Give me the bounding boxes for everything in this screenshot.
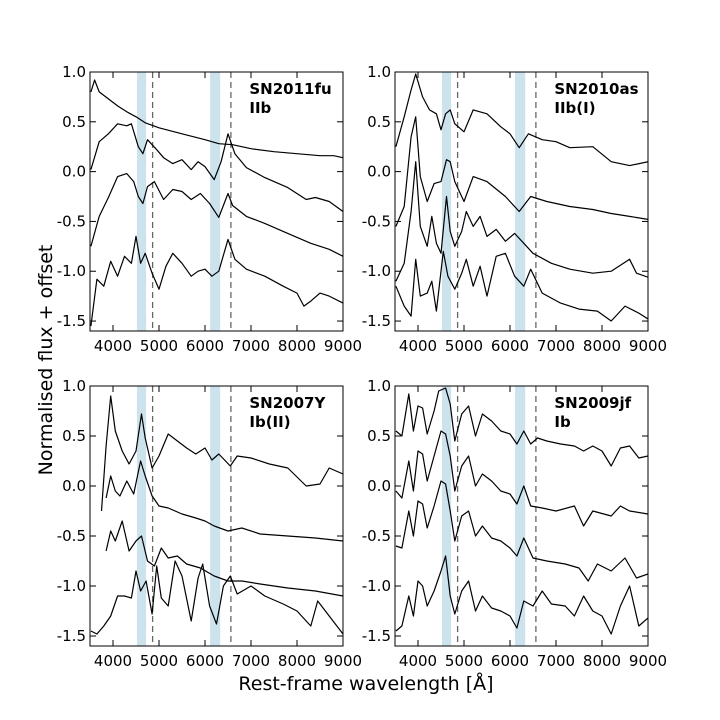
shaded-band bbox=[515, 72, 526, 331]
series-group bbox=[395, 387, 648, 635]
spectrum-line-3 bbox=[105, 520, 343, 597]
y-tick-label: 1.0 bbox=[62, 63, 86, 81]
spectrum-line-3 bbox=[395, 480, 648, 582]
supernova-name: SN2007Y bbox=[249, 394, 326, 412]
x-tick-label: 4000 bbox=[399, 337, 437, 355]
y-tick-label: -1.5 bbox=[362, 627, 391, 645]
supernova-name: SN2009jf bbox=[554, 394, 631, 412]
x-tick-label: 6000 bbox=[491, 652, 529, 670]
shaded-band bbox=[441, 386, 452, 646]
spectrum-line-2 bbox=[395, 430, 648, 527]
shaded-band bbox=[136, 386, 147, 646]
supernova-type: Ib bbox=[554, 413, 571, 431]
supernova-name: SN2011fu bbox=[249, 80, 331, 98]
spectrum-line-4 bbox=[90, 235, 343, 327]
x-tick-label: 5000 bbox=[445, 652, 483, 670]
x-tick-label: 7000 bbox=[232, 652, 270, 670]
spectrum-line-1 bbox=[395, 73, 648, 167]
x-tick-label: 5000 bbox=[445, 337, 483, 355]
x-tick-label: 5000 bbox=[140, 652, 178, 670]
y-tick-label: -1.5 bbox=[362, 312, 391, 330]
y-tick-label: -0.5 bbox=[57, 212, 86, 230]
spectrum-line-2 bbox=[105, 460, 343, 542]
spectrum-line-4 bbox=[395, 250, 648, 322]
x-tick-label: 6000 bbox=[491, 337, 529, 355]
y-tick-label: 0.0 bbox=[367, 477, 391, 495]
spectrum-line-2 bbox=[90, 123, 343, 212]
panels: 4000 5000 6000 7000 8000 9000 1.0 0.5 0.0 -0.5 -1.… bbox=[57, 63, 667, 670]
y-tick-label: 1.0 bbox=[367, 63, 391, 81]
y-tick-label: 0.0 bbox=[367, 163, 391, 181]
x-tick-label: 6000 bbox=[186, 652, 224, 670]
y-tick-label: -1.5 bbox=[57, 627, 86, 645]
x-tick-label: 8000 bbox=[583, 337, 621, 355]
y-tick-label: 0.5 bbox=[62, 427, 86, 445]
shaded-band bbox=[210, 386, 221, 646]
supernova-type: IIb bbox=[249, 99, 271, 117]
x-tick-label: 9000 bbox=[324, 652, 362, 670]
panel-4: 4000 5000 6000 7000 8000 9000 1.0 0.5 0.0 -0.5 -1.… bbox=[362, 377, 667, 670]
plot-frame bbox=[394, 385, 649, 647]
x-tick-label: 7000 bbox=[537, 652, 575, 670]
y-tick-label: -1.0 bbox=[362, 577, 391, 595]
y-tick-label: 0.0 bbox=[62, 163, 86, 181]
panel-2: 4000 5000 6000 7000 8000 9000 1.0 0.5 0.0 -0.5 -1.… bbox=[362, 63, 667, 355]
spectrum-line-1 bbox=[100, 395, 343, 512]
spectrum-line-1 bbox=[90, 79, 343, 159]
y-tick-label: -1.0 bbox=[362, 262, 391, 280]
series-group bbox=[90, 79, 343, 327]
y-tick-label: 0.5 bbox=[62, 113, 86, 131]
x-tick-label: 4000 bbox=[399, 652, 437, 670]
shaded-band bbox=[210, 72, 221, 331]
x-tick-label: 9000 bbox=[629, 652, 667, 670]
shaded-band bbox=[515, 386, 526, 646]
y-axis-label: Normalised flux + offset bbox=[35, 245, 57, 476]
y-tick-label: -0.5 bbox=[362, 212, 391, 230]
spectrum-line-4 bbox=[395, 555, 648, 635]
spectrum-line-2 bbox=[395, 116, 648, 227]
panel-3: 4000 5000 6000 7000 8000 9000 1.0 0.5 0.0 -0.5 -1.… bbox=[57, 377, 362, 670]
series-group bbox=[395, 73, 648, 322]
spectrum-line-3 bbox=[90, 173, 343, 257]
spectrum-line-4 bbox=[90, 560, 343, 635]
series-group bbox=[90, 395, 343, 635]
y-tick-label: 1.0 bbox=[367, 377, 391, 395]
x-tick-label: 8000 bbox=[278, 652, 316, 670]
x-tick-label: 7000 bbox=[232, 337, 270, 355]
plot-frame bbox=[89, 71, 344, 332]
y-tick-label: 1.0 bbox=[62, 377, 86, 395]
spectrum-line-1 bbox=[395, 387, 648, 467]
y-tick-label: -0.5 bbox=[362, 527, 391, 545]
x-tick-label: 9000 bbox=[324, 337, 362, 355]
x-tick-label: 4000 bbox=[94, 652, 132, 670]
spectrum-line-3 bbox=[395, 161, 648, 282]
x-tick-label: 8000 bbox=[583, 652, 621, 670]
y-tick-label: 0.0 bbox=[62, 477, 86, 495]
supernova-type: Ib(II) bbox=[249, 413, 290, 431]
supernova-name: SN2010as bbox=[554, 80, 638, 98]
y-tick-label: -1.0 bbox=[57, 577, 86, 595]
y-tick-label: -1.5 bbox=[57, 312, 86, 330]
x-tick-label: 5000 bbox=[140, 337, 178, 355]
x-tick-label: 6000 bbox=[186, 337, 224, 355]
plot-frame bbox=[394, 71, 649, 332]
supernova-type: IIb(I) bbox=[554, 99, 595, 117]
x-axis-label: Rest-frame wavelength [Å] bbox=[238, 672, 493, 695]
x-tick-label: 9000 bbox=[629, 337, 667, 355]
x-tick-label: 8000 bbox=[278, 337, 316, 355]
y-tick-label: -0.5 bbox=[57, 527, 86, 545]
panel-1: 4000 5000 6000 7000 8000 9000 1.0 0.5 0.0 -0.5 -1.… bbox=[57, 63, 362, 355]
y-tick-label: 0.5 bbox=[367, 113, 391, 131]
x-tick-label: 4000 bbox=[94, 337, 132, 355]
x-tick-label: 7000 bbox=[537, 337, 575, 355]
y-tick-label: -1.0 bbox=[57, 262, 86, 280]
plot-frame bbox=[89, 385, 344, 647]
y-tick-label: 0.5 bbox=[367, 427, 391, 445]
